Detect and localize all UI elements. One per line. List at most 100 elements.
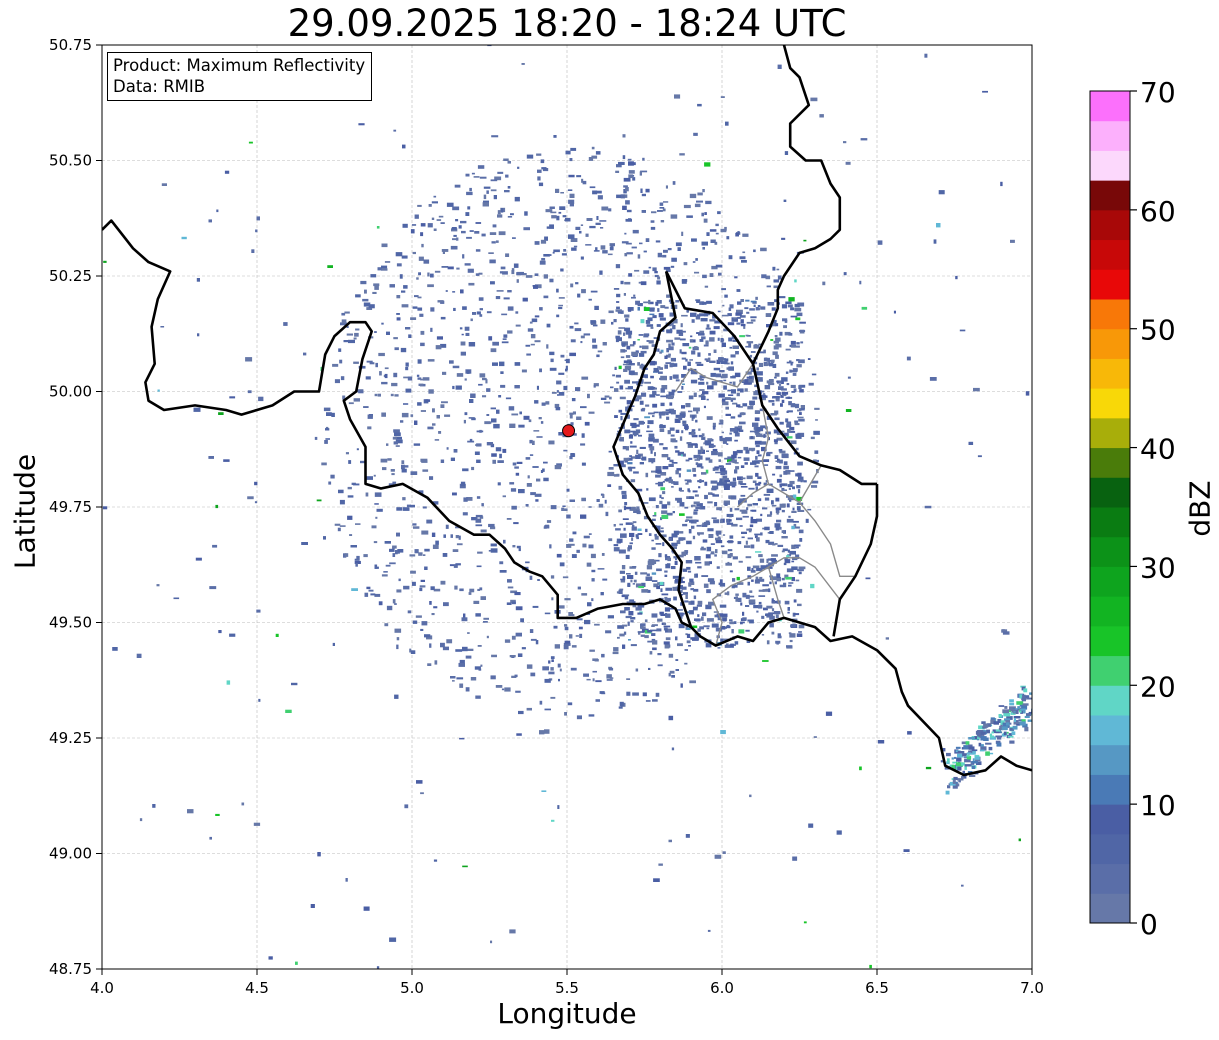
- echo-pixel: [643, 250, 647, 253]
- echo-pixel: [711, 623, 719, 628]
- echo-pixel: [446, 447, 449, 450]
- echo-pixel: [778, 386, 784, 390]
- echo-pixel: [622, 518, 629, 520]
- echo-pixel: [103, 260, 107, 263]
- echo-pixel: [744, 307, 749, 310]
- echo-pixel: [581, 376, 589, 380]
- echo-pixel: [488, 336, 493, 341]
- echo-pixel: [676, 500, 683, 503]
- echo-pixel: [383, 571, 388, 573]
- echo-pixel: [708, 534, 714, 538]
- echo-pixel: [796, 496, 803, 501]
- echo-pixel: [659, 367, 663, 370]
- echo-pixel: [634, 571, 638, 575]
- echo-pixel: [660, 588, 663, 592]
- echo-pixel: [724, 502, 728, 506]
- echo-pixel: [654, 535, 659, 540]
- echo-pixel: [759, 351, 765, 354]
- y-tick-label: 49.50: [49, 614, 92, 632]
- echo-pixel: [679, 513, 685, 516]
- echo-pixel: [254, 481, 258, 486]
- echo-pixel: [644, 381, 651, 384]
- echo-pixel: [416, 277, 419, 280]
- echo-pixel: [789, 480, 795, 485]
- echo-pixel: [749, 308, 755, 311]
- echo-pixel: [721, 339, 725, 342]
- echo-pixel: [722, 851, 726, 854]
- echo-pixel: [583, 673, 589, 677]
- echo-pixel: [676, 468, 682, 471]
- echo-pixel: [749, 430, 756, 433]
- echo-pixel: [664, 355, 668, 359]
- echo-pixel: [384, 373, 388, 379]
- echo-pixel: [393, 441, 398, 445]
- echo-pixel: [662, 254, 667, 258]
- echo-pixel: [412, 620, 418, 624]
- echo-pixel: [709, 330, 716, 335]
- echo-pixel: [568, 234, 575, 239]
- echo-pixel: [980, 744, 984, 747]
- echo-pixel: [430, 307, 435, 312]
- colorbar-segment: [1090, 328, 1130, 359]
- echo-pixel: [591, 155, 598, 159]
- echo-pixel: [719, 582, 726, 587]
- echo-pixel: [739, 256, 746, 260]
- echo-pixel: [733, 317, 737, 320]
- echo-pixel: [534, 315, 540, 318]
- echo-pixel: [692, 606, 698, 611]
- echo-pixel: [782, 548, 788, 552]
- echo-pixel: [368, 589, 374, 592]
- echo-pixel: [718, 357, 722, 362]
- echo-pixel: [409, 648, 412, 653]
- echo-pixel: [431, 201, 438, 204]
- echo-pixel: [721, 314, 729, 317]
- echo-pixel: [756, 450, 760, 454]
- echo-pixel: [696, 332, 702, 334]
- echo-pixel: [618, 706, 623, 709]
- echo-pixel: [743, 457, 750, 461]
- echo-pixel: [794, 544, 801, 547]
- echo-pixel: [339, 525, 346, 527]
- echo-pixel: [726, 518, 731, 523]
- echo-pixel: [490, 443, 495, 448]
- echo-pixel: [504, 639, 511, 643]
- echo-pixel: [660, 388, 665, 393]
- echo-pixel: [877, 240, 883, 245]
- echo-pixel: [747, 503, 752, 507]
- echo-pixel: [793, 613, 800, 616]
- echo-pixel: [785, 576, 792, 580]
- y-tick-label: 50.75: [49, 36, 92, 54]
- echo-pixel: [479, 516, 484, 519]
- echo-pixel: [763, 357, 770, 361]
- echo-pixel: [570, 453, 575, 457]
- echo-pixel: [569, 634, 573, 639]
- echo-pixel: [420, 410, 426, 412]
- echo-pixel: [1021, 719, 1026, 722]
- echo-pixel: [658, 411, 666, 416]
- echo-pixel: [780, 381, 784, 384]
- echo-pixel: [660, 487, 666, 491]
- regional-border: [674, 363, 754, 392]
- echo-pixel: [622, 644, 626, 649]
- echo-pixel: [999, 725, 1003, 731]
- echo-pixel: [682, 523, 688, 527]
- echo-pixel: [525, 275, 533, 278]
- echo-pixel: [625, 318, 629, 322]
- echo-pixel: [682, 424, 688, 427]
- echo-pixel: [638, 586, 645, 589]
- echo-pixel: [976, 738, 980, 741]
- echo-pixel: [649, 446, 655, 451]
- echo-pixel: [645, 238, 650, 242]
- echo-pixel: [394, 347, 399, 351]
- echo-pixel: [670, 438, 676, 443]
- echo-pixel: [654, 512, 657, 516]
- echo-pixel: [761, 390, 765, 393]
- echo-pixel: [541, 167, 547, 170]
- echo-pixel: [571, 398, 576, 402]
- echo-pixel: [478, 272, 483, 275]
- echo-pixel: [493, 423, 500, 429]
- echo-pixel: [811, 373, 817, 376]
- echo-pixel: [668, 408, 675, 412]
- echo-pixel: [610, 386, 614, 389]
- echo-pixel: [622, 134, 626, 138]
